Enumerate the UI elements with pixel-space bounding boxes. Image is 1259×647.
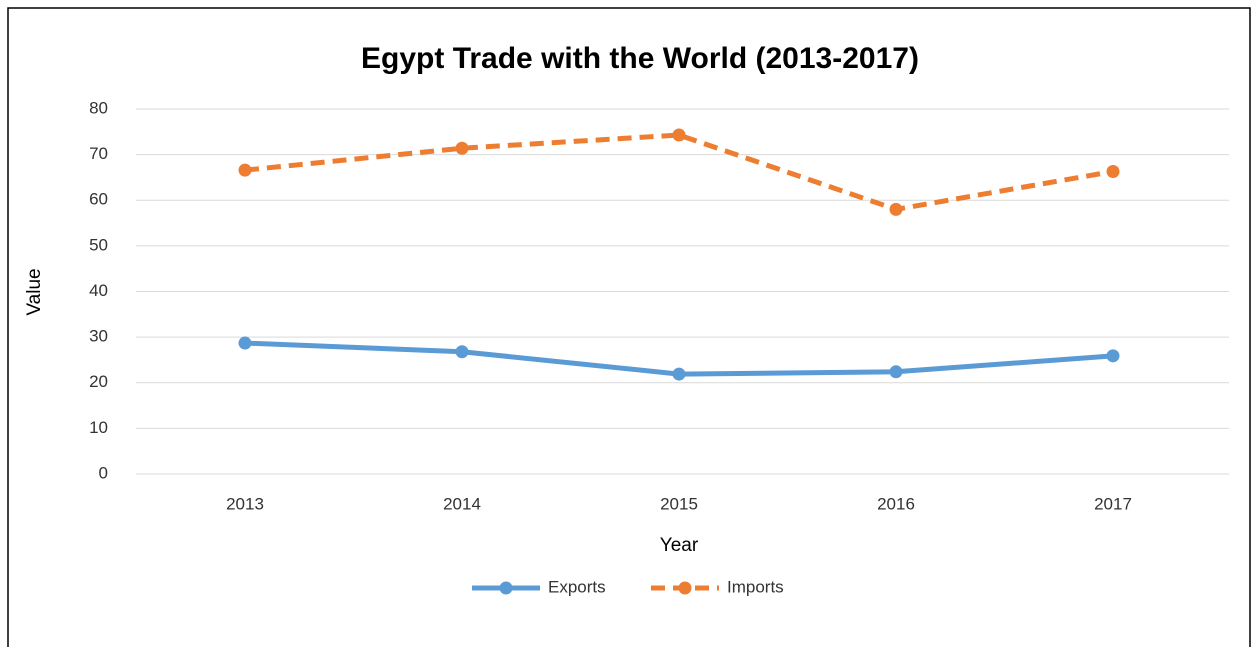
legend-marker xyxy=(499,581,513,595)
x-tick-label: 2015 xyxy=(660,494,698,513)
y-tick-label: 50 xyxy=(89,235,108,254)
x-tick-label: 2016 xyxy=(877,494,915,513)
y-tick-label: 40 xyxy=(89,281,108,300)
legend-label: Exports xyxy=(548,577,606,596)
series-point xyxy=(1106,165,1120,179)
x-tick-label: 2013 xyxy=(226,494,264,513)
series-point xyxy=(238,163,252,177)
series-point xyxy=(889,202,903,216)
series-point xyxy=(455,141,469,155)
series-point xyxy=(1106,349,1120,363)
chart-border xyxy=(7,7,1251,647)
x-axis-label: Year xyxy=(660,535,699,556)
y-tick-label: 70 xyxy=(89,144,108,163)
series-point xyxy=(455,345,469,359)
series-point xyxy=(889,365,903,379)
series-point xyxy=(672,128,686,142)
y-tick-label: 10 xyxy=(89,418,108,437)
series-point xyxy=(238,336,252,350)
y-tick-label: 30 xyxy=(89,327,108,346)
x-tick-label: 2017 xyxy=(1094,494,1132,513)
legend-label: Imports xyxy=(727,577,784,596)
series-line xyxy=(244,132,1114,212)
x-tick-label: 2014 xyxy=(443,494,481,513)
series-point xyxy=(672,367,686,381)
y-tick-label: 60 xyxy=(89,190,108,209)
legend-marker xyxy=(678,581,692,595)
y-tick-label: 20 xyxy=(89,372,108,391)
y-tick-label: 80 xyxy=(89,98,108,117)
y-tick-label: 0 xyxy=(99,463,108,482)
y-axis-label: Value xyxy=(24,268,45,315)
chart-title: Egypt Trade with the World (2013-2017) xyxy=(361,42,919,75)
